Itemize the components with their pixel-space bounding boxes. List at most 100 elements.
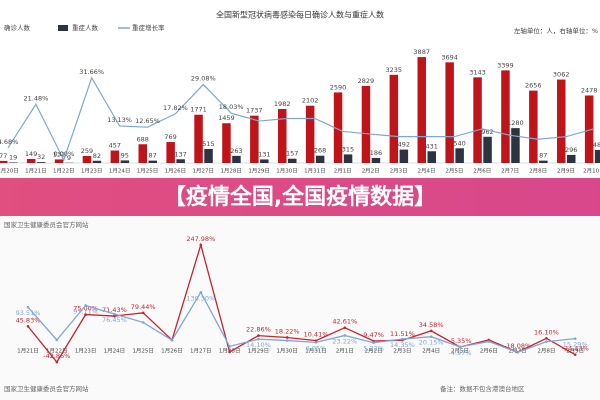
data-label: 1280 (507, 119, 524, 127)
point (285, 339, 289, 342)
source: 国家卫生健康委员会官方网站 (4, 220, 89, 229)
x-tick-label: 1月29日 (248, 348, 270, 355)
bar (204, 148, 213, 163)
banner-bg (0, 178, 600, 216)
data-label: 2590 (330, 83, 347, 91)
data-label: 18.03% (219, 103, 244, 111)
bar (333, 92, 343, 163)
bar (120, 160, 130, 163)
x-tick-label: 1月30日 (276, 348, 298, 355)
bar (92, 160, 102, 163)
x-tick-label: 2月7日 (501, 168, 519, 175)
x-tick-label: 1月23日 (81, 168, 103, 175)
data-label: 5.22% (363, 345, 384, 353)
data-label: 75.00% (73, 305, 98, 313)
data-label: 13.13% (107, 116, 132, 124)
point (285, 336, 289, 339)
x-tick-label: 1月25日 (137, 168, 159, 175)
data-label: 186 (370, 149, 382, 157)
point (257, 337, 260, 341)
data-label: 149 (25, 150, 37, 158)
data-label: 15.29% (563, 341, 588, 349)
data-label: 2656 (525, 82, 542, 90)
x-tick-label: 1月22日 (46, 348, 68, 355)
bar (148, 160, 157, 163)
point (429, 335, 433, 339)
data-label: 79.44% (131, 303, 156, 311)
point (314, 341, 318, 344)
x-tick-label: 2月1日 (336, 348, 354, 355)
data-label: 4.68% (0, 138, 18, 146)
data-label: 130.30% (186, 294, 215, 302)
data-label: 6.05% (306, 344, 327, 352)
top-panel (0, 0, 600, 178)
data-label: 247.98% (186, 235, 215, 243)
chart-title: 全国新型冠状病毒感染每日确诊人数与重症人数 (216, 10, 384, 20)
data-label: 3235 (386, 66, 403, 74)
point (343, 334, 347, 337)
data-label: -4.97% (449, 349, 472, 357)
data-label: 480 (593, 141, 600, 149)
footer-source: 国家卫生健康委员会官方网站 (4, 384, 89, 393)
data-label: 14.35% (390, 341, 415, 349)
x-tick-label: 2月3日 (390, 168, 408, 175)
data-label: 71.43% (102, 306, 127, 314)
bar (315, 155, 325, 163)
data-label: 18.22% (275, 327, 300, 335)
bar (361, 85, 371, 163)
bar (305, 105, 315, 163)
data-label: 1982 (274, 100, 291, 108)
point (199, 243, 203, 247)
data-label: 20.15% (419, 339, 444, 347)
bar (483, 136, 492, 163)
data-label: 540 (453, 139, 465, 147)
bar (110, 150, 120, 163)
point (429, 329, 433, 333)
subtitle: 左轴单位：人，右轴单位：% (514, 26, 598, 35)
data-label: -18.08% (504, 342, 531, 350)
data-label: 492 (398, 141, 410, 149)
bar (389, 74, 399, 163)
bar (473, 77, 482, 163)
point (516, 350, 519, 354)
x-tick-label: 2月6日 (473, 168, 491, 175)
bar (260, 159, 269, 163)
bar (511, 128, 520, 163)
data-label: 3399 (497, 61, 514, 69)
data-label: 962 (481, 128, 493, 136)
data-label: 259 (81, 147, 93, 155)
bar (288, 158, 297, 163)
x-tick-label: 2月3日 (393, 348, 411, 355)
bar (232, 155, 241, 163)
point (257, 334, 260, 337)
point (113, 312, 116, 316)
data-label: 9 (67, 154, 71, 162)
data-label: 93.51% (16, 309, 41, 317)
point (141, 311, 145, 315)
data-label: 17.82% (163, 104, 188, 112)
data-label: 3694 (441, 53, 458, 61)
data-label: -42.86% (43, 352, 70, 360)
bar (417, 57, 426, 163)
x-tick-label: 1月26日 (161, 348, 183, 355)
data-label: 315 (342, 145, 354, 153)
data-label: 16.10% (534, 328, 559, 336)
bar (584, 95, 594, 163)
line (27, 291, 576, 353)
x-tick-label: 2月6日 (480, 348, 498, 355)
data-label: 296 (565, 146, 577, 154)
x-tick-label: 2月10日 (583, 168, 600, 175)
x-tick-label: 2月5日 (445, 168, 463, 175)
line (7, 76, 595, 162)
bar (539, 160, 548, 163)
data-label: -5.35% (449, 337, 472, 345)
x-tick-label: 2月2日 (362, 168, 380, 175)
data-label: 2102 (302, 97, 319, 105)
data-label: 45.83% (16, 316, 41, 324)
bottom-panel (0, 216, 600, 400)
x-tick-label: 2月2日 (365, 348, 383, 355)
data-label: 76.45% (102, 316, 127, 324)
x-tick-label: 2月8日 (537, 348, 555, 355)
legend-label: 重症增长率 (132, 23, 165, 32)
bar (26, 158, 36, 163)
